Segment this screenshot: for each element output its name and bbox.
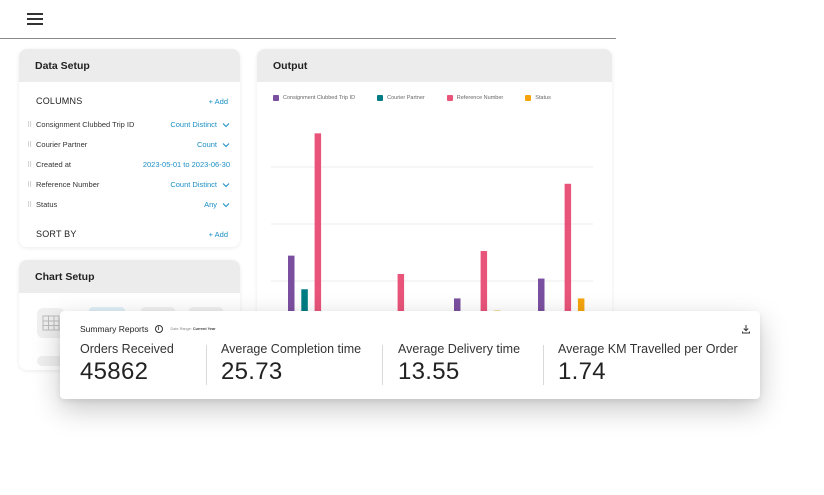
field-left: ⠿ Consignment Clubbed Trip ID xyxy=(27,120,134,129)
legend-item: Status xyxy=(525,95,551,101)
add-sort-button[interactable]: + Add xyxy=(208,229,228,239)
data-setup-panel: Data Setup COLUMNS + Add SORT BY + Add ⠿… xyxy=(19,49,240,247)
summary-reports-card: Summary Reports i Date Range: Current Ye… xyxy=(60,311,760,399)
aggregation-dropdown[interactable]: Count Distinct xyxy=(170,180,230,189)
legend-swatch xyxy=(446,95,453,101)
metric-label: Average Completion time xyxy=(221,342,362,356)
output-panel: Output Consignment Clubbed Trip ID Courie… xyxy=(257,49,612,329)
output-title: Output xyxy=(257,49,612,82)
drag-handle-icon[interactable]: ⠿ xyxy=(27,121,33,129)
metric-average-completion-time: Average Completion time 25.73 xyxy=(221,342,361,386)
aggregation-value: Any xyxy=(204,200,217,209)
aggregation-value: 2023-05-01 to 2023-06-30 xyxy=(142,160,230,169)
metric-value: 1.74 xyxy=(558,358,606,385)
chart-bar[interactable] xyxy=(288,255,295,329)
sort-by-title: SORT BY xyxy=(36,229,77,239)
field-name: Created at xyxy=(36,160,72,169)
table-grid-icon xyxy=(42,315,60,331)
column-field-row[interactable]: ⠿ Status Any xyxy=(27,200,230,209)
chevron-down-icon xyxy=(222,182,230,187)
aggregation-dropdown[interactable]: Count Distinct xyxy=(170,120,230,129)
legend-item: Consignment Clubbed Trip ID xyxy=(273,95,355,101)
legend-item: Courier Partner xyxy=(377,95,425,101)
legend-swatch xyxy=(525,95,532,101)
columns-section: COLUMNS + Add xyxy=(36,96,228,106)
metric-divider xyxy=(382,345,383,385)
date-range-value: Current Year xyxy=(192,327,216,331)
aggregation-dropdown[interactable]: 2023-05-01 to 2023-06-30 xyxy=(143,160,230,169)
chevron-down-icon xyxy=(222,122,230,127)
legend-swatch xyxy=(377,95,384,101)
chart-legend: Consignment Clubbed Trip ID Courier Partn… xyxy=(273,95,602,101)
metric-value: 13.55 xyxy=(398,358,460,385)
legend-swatch xyxy=(273,95,279,101)
chart-bar[interactable] xyxy=(564,183,572,329)
metric-value: 45862 xyxy=(80,358,149,385)
field-name: Courier Partner xyxy=(36,140,88,149)
legend-item: Reference Number xyxy=(446,95,504,101)
data-setup-title: Data Setup xyxy=(19,49,240,82)
drag-handle-icon[interactable]: ⠿ xyxy=(27,181,33,189)
chart-bar[interactable] xyxy=(314,133,322,329)
chevron-down-icon xyxy=(222,202,230,207)
aggregation-value: Count xyxy=(196,140,217,149)
chart-bar[interactable] xyxy=(301,289,308,329)
sort-section: SORT BY + Add xyxy=(36,229,228,239)
drag-handle-icon[interactable]: ⠿ xyxy=(27,161,33,169)
hamburger-menu-icon[interactable] xyxy=(27,13,43,25)
bar-chart xyxy=(271,133,593,329)
legend-label: Consignment Clubbed Trip ID xyxy=(283,95,356,101)
aggregation-dropdown[interactable]: Any xyxy=(204,200,230,209)
chart-bar[interactable] xyxy=(480,251,488,329)
add-column-button[interactable]: + Add xyxy=(208,96,228,106)
field-left: ⠿ Courier Partner xyxy=(27,140,87,149)
columns-title: COLUMNS xyxy=(36,96,83,106)
info-icon[interactable]: i xyxy=(154,325,163,333)
date-range-label: Date Range: xyxy=(170,327,192,331)
chevron-down-icon xyxy=(222,142,230,147)
drag-handle-icon[interactable]: ⠿ xyxy=(27,141,33,149)
chart-option[interactable] xyxy=(37,356,65,366)
top-bar xyxy=(0,0,616,39)
column-field-row[interactable]: ⠿ Reference Number Count Distinct xyxy=(27,180,230,189)
column-field-row[interactable]: ⠿ Created at 2023-05-01 to 2023-06-30 xyxy=(27,160,230,169)
drag-handle-icon[interactable]: ⠿ xyxy=(27,201,33,209)
metric-divider xyxy=(543,345,544,385)
metric-value: 25.73 xyxy=(221,358,283,385)
metric-average-km-travelled: Average KM Travelled per Order 1.74 xyxy=(558,342,738,386)
summary-header: Summary Reports i Date Range: Current Ye… xyxy=(80,324,216,334)
legend-label: Reference Number xyxy=(456,95,504,101)
chart-bar[interactable] xyxy=(538,278,545,329)
column-field-row[interactable]: ⠿ Consignment Clubbed Trip ID Count Distin… xyxy=(27,120,230,129)
field-left: ⠿ Status xyxy=(27,200,57,209)
field-left: ⠿ Created at xyxy=(27,160,71,169)
metric-divider xyxy=(206,345,207,385)
chart-setup-title: Chart Setup xyxy=(19,260,240,293)
legend-label: Courier Partner xyxy=(387,95,425,101)
metric-label: Orders Received xyxy=(80,342,174,356)
field-name: Status xyxy=(36,200,58,209)
chart-bar[interactable] xyxy=(397,273,405,329)
field-name: Reference Number xyxy=(36,180,100,189)
column-field-row[interactable]: ⠿ Courier Partner Count xyxy=(27,140,230,149)
aggregation-dropdown[interactable]: Count xyxy=(197,140,230,149)
field-name: Consignment Clubbed Trip ID xyxy=(36,120,135,129)
aggregation-value: Count Distinct xyxy=(170,120,217,129)
metric-average-delivery-time: Average Delivery time 13.55 xyxy=(398,342,520,386)
summary-title: Summary Reports xyxy=(80,324,149,334)
download-icon[interactable] xyxy=(741,324,751,334)
metric-orders-received: Orders Received 45862 xyxy=(80,342,174,386)
legend-label: Status xyxy=(535,95,551,101)
date-range: Date Range: Current Year xyxy=(171,327,216,331)
aggregation-value: Count Distinct xyxy=(170,180,217,189)
metric-label: Average KM Travelled per Order xyxy=(558,342,738,356)
metric-label: Average Delivery time xyxy=(398,342,521,356)
field-left: ⠿ Reference Number xyxy=(27,180,99,189)
